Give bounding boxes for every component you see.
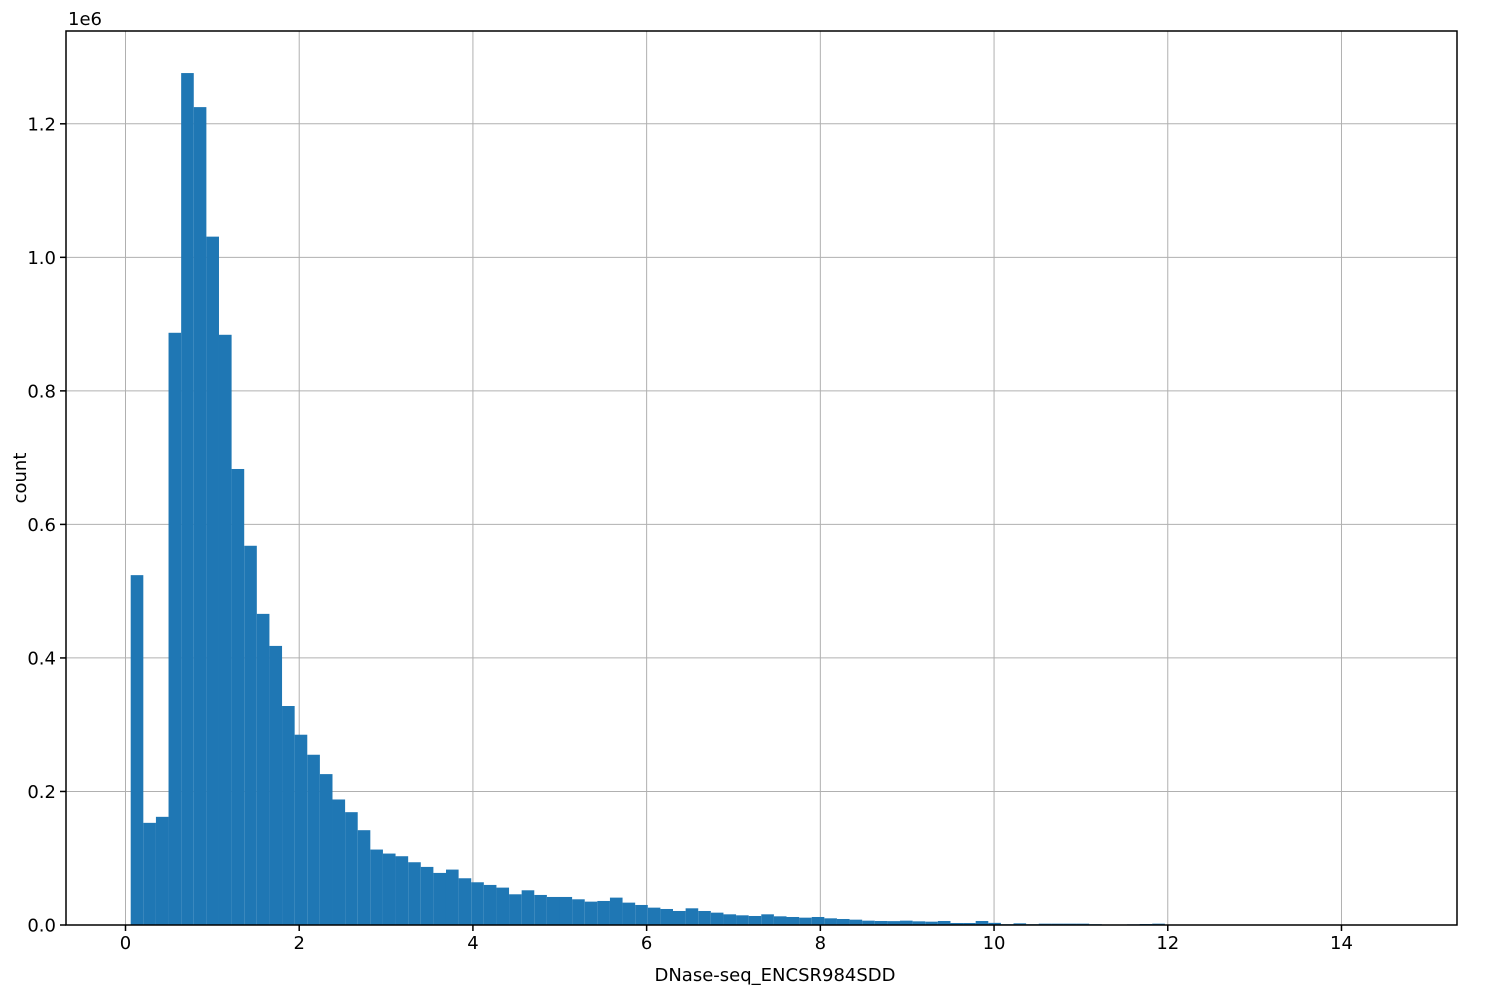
histogram-bar [319, 774, 333, 925]
histogram-bar [622, 902, 636, 925]
y-tick-label: 0.6 [27, 515, 56, 536]
histogram-bar [282, 706, 295, 925]
x-tick-label: 10 [983, 933, 1006, 954]
histogram-bar [294, 734, 308, 925]
x-tick-label: 14 [1330, 933, 1353, 954]
histogram-bar [673, 910, 686, 925]
histogram-bar [609, 897, 623, 925]
histogram-bar [862, 920, 875, 925]
histogram-bar [937, 920, 951, 925]
histogram-bar [748, 915, 762, 925]
y-tick-label: 0.0 [27, 916, 56, 937]
histogram-bar [912, 921, 926, 925]
histogram-bar [370, 849, 383, 925]
histogram-bar [332, 799, 346, 925]
histogram-bar [521, 890, 535, 925]
histogram-bar [811, 916, 825, 925]
plot-border [65, 30, 1458, 926]
histogram-bar [509, 894, 522, 925]
histogram-bar [269, 645, 283, 925]
y-axis-label: count [10, 452, 31, 504]
histogram-bar [206, 236, 219, 926]
histogram-bar [824, 918, 837, 925]
y-axis-offset-text: 1e6 [68, 9, 102, 30]
histogram-bar [218, 334, 232, 926]
histogram-bar [231, 468, 245, 925]
histogram-bar [155, 816, 169, 925]
histogram-bar [647, 907, 661, 925]
histogram-bar [483, 884, 497, 925]
x-tick-label: 2 [293, 933, 304, 954]
histogram-bar [761, 914, 774, 925]
histogram-bar [382, 853, 396, 925]
histogram-bar [256, 613, 270, 925]
y-tick-label: 0.8 [27, 381, 56, 402]
x-tick-label: 0 [120, 933, 131, 954]
x-tick-label: 12 [1156, 933, 1179, 954]
histogram-bar [395, 856, 409, 925]
histogram-bar [357, 830, 371, 925]
histogram-bar [584, 901, 598, 925]
histogram-bar [143, 822, 156, 925]
histogram-bar [975, 920, 989, 925]
y-tick-label: 1.0 [27, 248, 56, 269]
histogram-bar [660, 908, 674, 925]
histogram-bar [408, 862, 421, 925]
histogram-bar [168, 332, 182, 925]
x-tick-label: 8 [815, 933, 826, 954]
histogram-bar [849, 919, 863, 925]
histogram-bar [635, 904, 648, 925]
histogram-bar [723, 914, 737, 925]
histogram-bar [799, 917, 812, 925]
histogram-bar [836, 918, 850, 925]
histogram-bar [420, 866, 434, 925]
histogram-bar [698, 910, 711, 925]
histogram-bar [773, 916, 787, 925]
histogram-bar [307, 754, 320, 925]
histogram-bar [685, 908, 699, 925]
histogram-bar [496, 887, 510, 925]
histogram-bar [874, 920, 888, 925]
x-tick-label: 4 [467, 933, 478, 954]
histogram-bar [900, 920, 913, 925]
histogram-bar [433, 872, 446, 925]
x-tick-label: 6 [641, 933, 652, 954]
histogram-bar [130, 575, 144, 925]
y-tick-label: 0.4 [27, 648, 56, 669]
histogram-bar [534, 894, 547, 925]
histogram-bar [887, 921, 901, 925]
histogram-bar [786, 916, 800, 925]
y-tick-label: 0.2 [27, 782, 56, 803]
histogram-bar [963, 922, 976, 925]
histogram-bar [988, 922, 1001, 925]
histogram-bar [244, 545, 257, 925]
histogram-bar [445, 869, 459, 925]
histogram-bar [471, 882, 484, 925]
histogram-bar [597, 900, 610, 925]
histogram-bar [572, 899, 585, 925]
histogram-bar [458, 878, 472, 925]
histogram-bar [193, 107, 207, 925]
histogram-bar [546, 896, 560, 925]
histogram-bar [559, 896, 573, 925]
histogram-bar [345, 812, 358, 925]
histogram-bar [1013, 923, 1027, 925]
y-tick-label: 1.2 [27, 114, 56, 135]
histogram-bar [925, 921, 938, 925]
histogram-bar [181, 73, 194, 925]
histogram-bar [710, 912, 724, 925]
x-axis-label: DNase-seq_ENCSR984SDD [654, 965, 896, 986]
histogram-bar [950, 922, 964, 925]
histogram-bar [736, 915, 749, 925]
